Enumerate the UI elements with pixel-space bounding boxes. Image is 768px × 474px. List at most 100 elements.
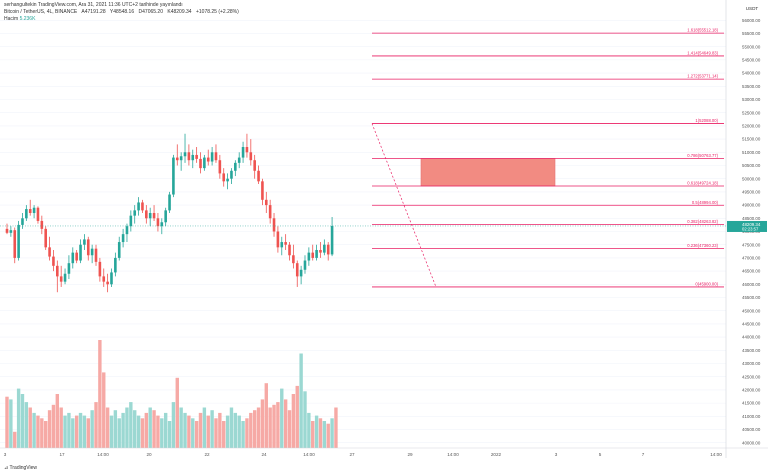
candle-body [330, 225, 334, 255]
price-tick: 42000.00 [742, 388, 761, 393]
volume-line: Hacim 5.236K [4, 16, 242, 23]
price-tick: 46000.00 [742, 282, 761, 287]
candle-body [71, 252, 75, 264]
candle-body [295, 263, 299, 277]
fib-label: 0.5(48994.00) [692, 200, 719, 205]
volume-bar [249, 412, 253, 448]
volume-bar [74, 415, 79, 448]
volume-bar [322, 421, 327, 448]
volume-bar [71, 418, 75, 448]
chart-grid [0, 19, 726, 444]
volume-bar [194, 421, 199, 448]
fib-label: 0.382(48263.82) [687, 219, 718, 224]
candle-body [319, 249, 322, 253]
volume-bar [245, 418, 249, 448]
volume-bar [136, 415, 141, 448]
candle-body [268, 205, 272, 219]
ohlc-high: Y48548.16 [109, 9, 135, 15]
fib-label: 1(52088.00) [695, 118, 718, 123]
volume-bar [67, 412, 71, 448]
candle-body [90, 248, 94, 256]
ohlc-close: K48209.34 [167, 9, 192, 15]
candle-body [241, 147, 245, 158]
current-price-value: 48209.34 [742, 222, 761, 227]
candle-body [175, 157, 179, 161]
volume-bar [78, 412, 83, 448]
price-tick: 50000.00 [742, 176, 761, 181]
volume-bar [179, 407, 183, 448]
candle-body [75, 252, 78, 261]
volume-bar [24, 402, 29, 448]
fib-trend-line [371, 123, 437, 288]
volume-bar [105, 407, 110, 448]
volume-bar [233, 412, 238, 448]
volume-bar [307, 412, 311, 448]
candle-body [311, 252, 315, 258]
volume-bar [283, 399, 288, 448]
volume-bar [113, 410, 118, 448]
volume-bar [28, 407, 32, 448]
candle-body [106, 281, 109, 285]
candle-body [307, 252, 311, 261]
candle-body [199, 158, 202, 169]
candle-body [272, 218, 276, 232]
ohlc-low: D47065.20 [138, 9, 163, 15]
currency-label: USDT [746, 6, 759, 11]
volume-bar [163, 412, 168, 448]
time-tick: 27 [349, 452, 355, 457]
candle-body [52, 256, 55, 266]
candle-body [117, 242, 121, 258]
candle-body [326, 244, 330, 255]
volume-bar [16, 388, 21, 448]
candle-body [148, 213, 152, 219]
price-tick: 53500.00 [742, 84, 761, 89]
candle-body [67, 263, 71, 274]
price-tick: 47000.00 [742, 256, 761, 261]
volume-bar [198, 412, 203, 448]
volume-bar [36, 415, 40, 448]
candle-body [284, 242, 287, 245]
candle-body [98, 261, 102, 277]
candle-body [125, 226, 129, 235]
candle-body [179, 156, 183, 161]
time-tick: 14:00 [97, 452, 109, 457]
volume-bar [291, 394, 296, 448]
candle-body [164, 210, 167, 223]
fib-label: 0.786(50763.77) [687, 153, 718, 158]
volume-bar [32, 412, 36, 448]
price-tick: 46500.00 [742, 269, 761, 274]
fib-label: 0.618(49724.18) [687, 180, 718, 185]
volume-bar [167, 421, 172, 448]
candle-body [44, 228, 47, 248]
volume-bar [98, 340, 102, 448]
volume-bars [5, 340, 338, 448]
price-tick: 50500.00 [742, 163, 761, 168]
time-tick: 20 [146, 452, 152, 457]
price-tick: 51000.00 [742, 150, 761, 155]
time-axis: 3 17 14:00 20 22 24 14:00 27 29 14:00 2022 3 5 7 14:00 [0, 447, 768, 457]
candle-body [172, 157, 175, 195]
volume-bar [237, 415, 241, 448]
candle-body [141, 202, 144, 211]
candle-body [323, 244, 326, 253]
candle-body [168, 194, 171, 211]
volume-bar [59, 407, 63, 448]
price-tick: 55000.00 [742, 44, 761, 49]
candle-body [48, 247, 51, 257]
volume-bar [94, 402, 98, 448]
time-tick: 5 [599, 452, 602, 457]
candle-body [32, 207, 36, 214]
candle-body [195, 154, 198, 159]
candle-body [257, 170, 260, 182]
symbol-name: Bitcoin / TetherUS, 4L, BINANCE [4, 9, 78, 15]
time-tick: 3 [4, 452, 7, 457]
fib-label: 1.414(54649.83) [687, 50, 718, 55]
price-tick: 55500.00 [742, 31, 761, 36]
volume-bar [218, 412, 222, 448]
tradingview-logo[interactable]: ⊿ TradingView [4, 465, 37, 471]
volume-bar [86, 418, 90, 448]
time-tick: 2022 [491, 452, 502, 457]
volume-bar [160, 418, 164, 448]
fib-label: 1.272(53771.14) [687, 74, 718, 79]
